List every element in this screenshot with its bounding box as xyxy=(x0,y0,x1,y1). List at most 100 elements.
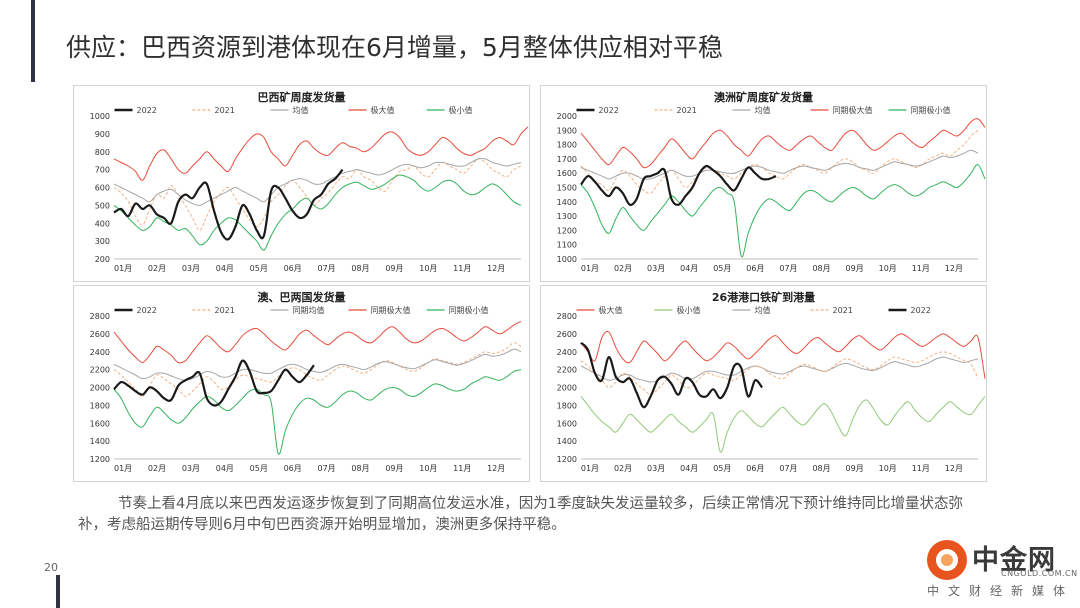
y-tick-label: 1900 xyxy=(557,126,577,135)
legend-label: 均值 xyxy=(293,105,309,115)
y-tick-label: 1600 xyxy=(90,419,110,428)
y-tick-label: 2400 xyxy=(557,348,577,357)
legend-label: 均值 xyxy=(755,105,771,115)
legend-label: 2022 xyxy=(911,306,931,315)
legend-label: 2022 xyxy=(137,306,157,315)
legend-entry: 同期均值 xyxy=(270,305,325,315)
legend-label: 同期极大值 xyxy=(833,105,873,115)
y-tick-label: 2200 xyxy=(90,366,110,375)
chart-aus-brazil-shipments: 澳、巴两国发货量 2022 2021 同期均值 同期极大值 同期极小值 1200 1400 16… xyxy=(73,285,530,482)
y-tick-label: 1800 xyxy=(557,141,577,150)
y-tick-label: 1000 xyxy=(557,255,577,264)
x-tick-label: 08月 xyxy=(351,264,369,273)
y-tick-label: 300 xyxy=(95,237,110,246)
body-paragraph-text: 节奏上看4月底以来巴西发运逐步恢复到了同期高位发运水准，因为1季度缺失发运量较多… xyxy=(78,496,963,533)
y-tick-label: 1200 xyxy=(557,455,577,464)
y-tick-label: 200 xyxy=(95,255,110,264)
series-line-极大值 xyxy=(580,331,986,379)
chart-port26-arrivals: 26港港口铁矿到港量 极大值 极小值 均值 2021 2022 1200 1400 1600 18… xyxy=(540,285,987,482)
x-tick-label: 03月 xyxy=(182,264,200,273)
logo-media: 中文财经新媒体 xyxy=(927,584,1075,598)
x-tick-label: 06月 xyxy=(284,464,302,473)
x-tick-label: 02月 xyxy=(148,464,166,473)
legend-entry: 同期极大值 xyxy=(810,105,873,115)
series-line-同期极大值 xyxy=(580,118,986,169)
y-tick-label: 2000 xyxy=(557,112,577,121)
legend-entry: 极大值 xyxy=(576,305,623,315)
series-line-极小值 xyxy=(580,396,986,453)
legend-label: 极小值 xyxy=(677,305,701,315)
y-tick-label: 1400 xyxy=(557,437,577,446)
legend-entry: 同期极小值 xyxy=(426,305,489,315)
series-line-同期极大值 xyxy=(113,320,522,364)
x-tick-label: 10月 xyxy=(879,464,897,473)
y-tick-label: 1400 xyxy=(557,198,577,207)
legend-entry: 极小值 xyxy=(654,305,701,315)
y-tick-label: 2800 xyxy=(90,312,110,321)
legend-label: 2021 xyxy=(215,306,235,315)
series-line-2021 xyxy=(580,351,979,396)
y-tick-label: 2000 xyxy=(90,384,110,393)
x-tick-label: 07月 xyxy=(779,464,797,473)
x-tick-label: 05月 xyxy=(713,264,731,273)
series-line-2022 xyxy=(113,359,315,407)
y-tick-label: 1600 xyxy=(557,169,577,178)
y-tick-label: 1100 xyxy=(557,241,577,250)
chart-brazil-svg: 巴西矿周度发货量 2022 2021 均值 极大值 极小值 200 300 400 500 600 7… xyxy=(90,90,529,273)
legend-label: 同期极小值 xyxy=(911,105,951,115)
chart-title: 巴西矿周度发货量 xyxy=(258,90,346,104)
y-tick-label: 2800 xyxy=(557,312,577,321)
x-tick-label: 04月 xyxy=(680,264,698,273)
x-tick-label: 08月 xyxy=(812,464,830,473)
x-tick-label: 03月 xyxy=(182,464,200,473)
x-tick-label: 08月 xyxy=(351,464,369,473)
legend-label: 2021 xyxy=(215,106,235,115)
y-tick-label: 1600 xyxy=(557,419,577,428)
legend-label: 均值 xyxy=(755,305,771,315)
legend-label: 同期极小值 xyxy=(449,305,489,315)
chart-title: 澳、巴两国发货量 xyxy=(258,290,346,304)
x-tick-label: 12月 xyxy=(945,264,963,273)
x-tick-label: 01月 xyxy=(114,464,132,473)
y-tick-label: 1200 xyxy=(90,455,110,464)
legend-entry: 均值 xyxy=(270,105,309,115)
legend-entry: 同期极大值 xyxy=(348,305,411,315)
x-tick-label: 11月 xyxy=(453,464,471,473)
x-tick-label: 06月 xyxy=(746,264,764,273)
y-tick-label: 1200 xyxy=(557,226,577,235)
x-tick-label: 04月 xyxy=(216,264,234,273)
x-tick-label: 09月 xyxy=(385,264,403,273)
x-tick-label: 07月 xyxy=(779,264,797,273)
series-line-同期极小值 xyxy=(580,164,986,258)
series-line-极大值 xyxy=(113,126,529,181)
legend-entry: 同期极小值 xyxy=(888,105,951,115)
x-tick-label: 01月 xyxy=(581,264,599,273)
series-line-2021 xyxy=(113,342,522,397)
series-line-同期极小值 xyxy=(113,369,522,455)
x-tick-label: 07月 xyxy=(317,464,335,473)
legend-entry: 2021 xyxy=(192,106,235,115)
chart-australia-svg: 澳洲矿周度矿发货量 2022 2021 均值 同期极大值 同期极小值 1000 1100 120… xyxy=(557,90,986,273)
legend-label: 同期均值 xyxy=(293,305,325,315)
chart-title: 澳洲矿周度矿发货量 xyxy=(714,90,813,104)
x-tick-label: 06月 xyxy=(746,464,764,473)
logo-domain: CNGOLD.COM.CN xyxy=(1001,569,1078,578)
y-tick-label: 800 xyxy=(95,148,110,157)
series-line-极小值 xyxy=(113,174,522,251)
chart-aus-brazil-svg: 澳、巴两国发货量 2022 2021 同期均值 同期极大值 同期极小值 1200 1400 16… xyxy=(90,290,522,473)
y-tick-label: 1000 xyxy=(90,112,110,121)
y-tick-label: 2400 xyxy=(90,348,110,357)
x-tick-label: 12月 xyxy=(945,464,963,473)
legend-label: 同期极大值 xyxy=(371,305,411,315)
x-tick-label: 05月 xyxy=(713,464,731,473)
legend-entry: 2022 xyxy=(576,106,619,115)
y-tick-label: 900 xyxy=(95,130,110,139)
x-tick-label: 04月 xyxy=(680,464,698,473)
x-tick-label: 09月 xyxy=(846,264,864,273)
legend-label: 2021 xyxy=(833,306,853,315)
legend-label: 极大值 xyxy=(371,105,395,115)
accent-bar-bottom xyxy=(56,575,60,608)
x-tick-label: 09月 xyxy=(385,464,403,473)
logo: 中金网 CNGOLD.COM.CN 中文财经新媒体 xyxy=(905,528,1078,608)
